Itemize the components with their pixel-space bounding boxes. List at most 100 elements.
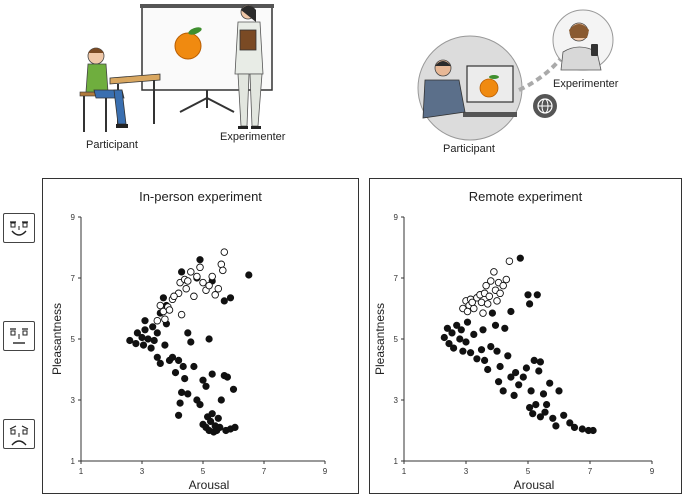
remote-filled-point bbox=[449, 344, 458, 352]
remote-filled-point bbox=[519, 373, 527, 381]
remote-open-point bbox=[483, 300, 492, 308]
inperson-x-tick-label: 3 bbox=[140, 467, 145, 476]
inperson-filled-point bbox=[133, 329, 141, 337]
remote-open-point bbox=[487, 277, 495, 285]
inperson-filled-point bbox=[208, 410, 216, 418]
inperson-open-point bbox=[161, 315, 169, 323]
inperson-filled-point bbox=[184, 390, 192, 398]
remote-open-point bbox=[468, 298, 476, 307]
inperson-open-point bbox=[208, 272, 216, 281]
remote-filled-point bbox=[570, 423, 579, 431]
inperson-filled-point bbox=[141, 326, 149, 334]
inperson-scatter-plot: 1 3 5 7 9 1 3 5 7 9 Arousal Pleasantness bbox=[50, 213, 328, 492]
inperson-filled-point bbox=[175, 356, 183, 364]
remote-filled-point bbox=[459, 347, 467, 355]
inperson-filled-point bbox=[139, 341, 148, 349]
inperson-open-point bbox=[214, 284, 223, 293]
remote-open-point bbox=[499, 281, 507, 290]
inperson-filled-point bbox=[245, 271, 253, 279]
inperson-filled-point bbox=[168, 353, 177, 361]
remote-filled-point bbox=[527, 387, 535, 395]
inperson-illustration bbox=[79, 4, 274, 132]
inperson-filled-point bbox=[153, 353, 161, 361]
inperson-open-point bbox=[184, 277, 192, 285]
inperson-open-point bbox=[190, 292, 198, 301]
inperson-filled-point bbox=[159, 294, 167, 302]
remote-filled-point bbox=[456, 335, 464, 343]
remote-filled-point bbox=[589, 426, 597, 435]
inperson-filled-point bbox=[184, 329, 192, 337]
remote-open-point bbox=[485, 292, 494, 301]
remote-open-point bbox=[496, 289, 504, 298]
inperson-y-axis-label: Pleasantness bbox=[50, 303, 64, 375]
inperson-filled-point bbox=[147, 344, 155, 352]
remote-filled-point bbox=[526, 404, 534, 412]
remote-filled-point bbox=[543, 401, 551, 409]
remote-filled-point bbox=[477, 346, 486, 354]
inperson-scene bbox=[70, 0, 310, 155]
inperson-filled-point bbox=[176, 399, 184, 407]
remote-filled-point bbox=[530, 356, 538, 364]
remote-y-tick-label: 5 bbox=[394, 335, 399, 344]
inperson-filled-point bbox=[181, 375, 189, 383]
inperson-open-point bbox=[193, 272, 201, 281]
remote-filled-point bbox=[495, 378, 503, 386]
remote-filled-point bbox=[491, 321, 500, 329]
inperson-chart-panel: In-person experiment 1 3 5 7 9 1 3 5 7 9 Arousal Pl… bbox=[42, 178, 359, 494]
remote-scene bbox=[415, 8, 630, 143]
remote-filled-point bbox=[552, 422, 560, 430]
remote-scatter-plot: 1 3 5 7 9 1 3 5 7 9 Arousal Pleasantness bbox=[373, 213, 655, 492]
remote-filled-point bbox=[493, 347, 501, 355]
remote-participant-label: Participant bbox=[443, 143, 495, 155]
inperson-open-point bbox=[153, 316, 162, 325]
inperson-filled-point bbox=[175, 411, 183, 419]
inperson-open-point bbox=[217, 260, 226, 269]
inperson-filled-point bbox=[196, 256, 204, 264]
remote-illustration bbox=[417, 9, 614, 141]
inperson-filled-point bbox=[190, 362, 198, 371]
inperson-filled-point bbox=[178, 388, 186, 396]
inperson-x-tick-label: 7 bbox=[262, 467, 267, 476]
inperson-open-point bbox=[211, 291, 219, 299]
inperson-filled-point bbox=[144, 335, 152, 343]
remote-experimenter-label: Experimenter bbox=[553, 78, 619, 90]
remote-filled-point bbox=[533, 291, 541, 299]
inperson-participant-label: Participant bbox=[86, 139, 138, 151]
inperson-filled-point bbox=[187, 338, 195, 346]
remote-filled-point bbox=[466, 349, 475, 357]
remote-filled-point bbox=[549, 414, 557, 422]
remote-filled-point bbox=[535, 367, 543, 375]
remote-chart-panel: Remote experiment 1 3 5 7 9 1 3 5 7 9 Arousal Pleas… bbox=[369, 178, 682, 494]
inperson-filled-point bbox=[156, 359, 164, 367]
remote-filled-point bbox=[457, 326, 465, 334]
remote-filled-point bbox=[522, 364, 530, 372]
inperson-chart-title: In-person experiment bbox=[139, 189, 262, 204]
remote-filled-point bbox=[526, 300, 534, 308]
inperson-x-axis-label: Arousal bbox=[189, 478, 230, 492]
inperson-filled-point bbox=[208, 370, 216, 378]
remote-filled-point bbox=[529, 410, 537, 418]
remote-filled-point bbox=[541, 408, 549, 416]
remote-open-point bbox=[482, 281, 490, 290]
inperson-filled-point bbox=[217, 396, 225, 404]
remote-filled-point bbox=[532, 401, 540, 409]
inperson-filled-point bbox=[132, 340, 140, 348]
inperson-open-point bbox=[205, 281, 213, 290]
remote-chart-title: Remote experiment bbox=[468, 189, 583, 204]
inperson-experimenter-label: Experimenter bbox=[220, 131, 286, 143]
remote-filled-point bbox=[501, 324, 509, 332]
remote-filled-point bbox=[484, 365, 492, 374]
remote-x-tick-label: 3 bbox=[464, 467, 469, 476]
remote-filled-point bbox=[453, 321, 461, 329]
inperson-filled-point bbox=[126, 336, 134, 345]
inperson-open-point bbox=[170, 292, 178, 301]
remote-filled-point bbox=[516, 254, 524, 262]
remote-filled-point bbox=[539, 390, 548, 398]
remote-filled-point bbox=[515, 381, 523, 389]
remote-filled-point bbox=[462, 338, 470, 346]
remote-filled-point bbox=[445, 340, 453, 348]
inperson-y-tick-label: 1 bbox=[71, 457, 76, 466]
remote-filled-point bbox=[499, 387, 507, 395]
remote-filled-point bbox=[463, 318, 472, 326]
inperson-open-point bbox=[182, 284, 190, 293]
